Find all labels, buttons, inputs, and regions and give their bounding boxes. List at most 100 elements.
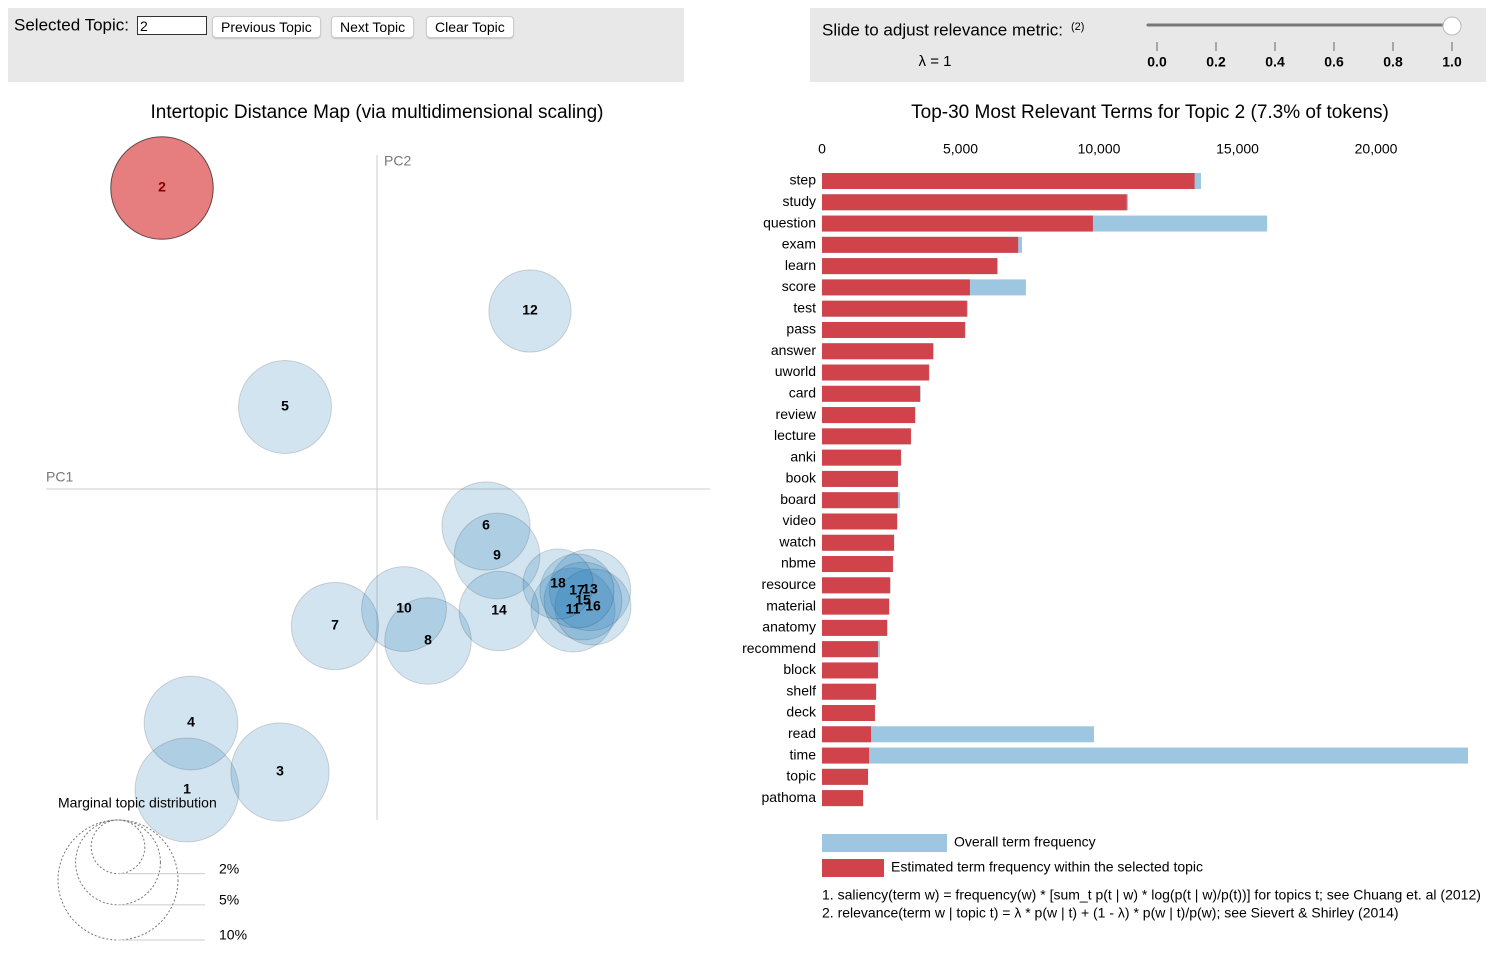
topic-circle[interactable]	[384, 597, 472, 685]
x-tick-label: 5,000	[943, 141, 978, 157]
topic-circle[interactable]	[530, 567, 616, 653]
term-bar[interactable]	[822, 577, 891, 594]
legend-label: Overall term frequency	[954, 834, 1096, 850]
term-bar[interactable]	[822, 726, 1095, 743]
topic-label: 6	[482, 517, 490, 533]
term-bar[interactable]	[822, 470, 898, 487]
term-bar[interactable]	[822, 790, 863, 807]
topic-label: 5	[281, 398, 289, 414]
term-bar[interactable]	[822, 343, 934, 360]
term-bar[interactable]	[822, 619, 888, 636]
term-label: learn	[785, 257, 816, 273]
topic-circle[interactable]	[458, 570, 540, 652]
legend-swatch	[822, 834, 947, 852]
term-bar[interactable]	[822, 364, 929, 381]
topic-circle[interactable]	[238, 360, 332, 454]
topic-label: 3	[276, 763, 284, 779]
size-legend-circle	[57, 819, 179, 941]
term-label: review	[776, 406, 817, 422]
topic-circle[interactable]	[453, 512, 541, 600]
term-label: exam	[782, 236, 816, 252]
term-bar[interactable]	[822, 726, 872, 743]
term-label: pass	[786, 321, 816, 337]
clear-topic-button[interactable]: Clear Topic	[426, 16, 514, 38]
previous-topic-button[interactable]: Previous Topic	[212, 16, 321, 38]
footnote: 2. relevance(term w | topic t) = λ * p(w…	[822, 905, 1399, 921]
next-topic-button[interactable]: Next Topic	[331, 16, 415, 38]
term-label: book	[786, 470, 817, 486]
term-bar[interactable]	[822, 258, 998, 275]
term-bar[interactable]	[822, 747, 1469, 764]
term-bar[interactable]	[822, 492, 898, 509]
topic-circle[interactable]	[143, 675, 239, 771]
term-bar[interactable]	[822, 407, 916, 424]
lambda-label: λ = 1	[919, 53, 952, 70]
topic-label: 16	[585, 598, 601, 614]
term-bar[interactable]	[822, 705, 875, 721]
topic-circle[interactable]	[230, 722, 330, 822]
term-bar[interactable]	[822, 747, 870, 764]
topic-label: 13	[582, 581, 598, 597]
term-bar[interactable]	[822, 321, 965, 338]
term-label: pathoma	[762, 789, 817, 805]
topic-circle[interactable]	[522, 548, 594, 620]
term-label: question	[763, 214, 816, 230]
term-bar[interactable]	[822, 215, 1093, 232]
term-bar[interactable]	[822, 173, 1195, 189]
topic-label: 10	[396, 600, 412, 616]
term-bar[interactable]	[822, 556, 893, 573]
term-bar[interactable]	[822, 768, 868, 785]
term-label: answer	[771, 342, 816, 358]
topic-label: 15	[575, 592, 591, 608]
term-bar[interactable]	[822, 428, 911, 445]
term-bar[interactable]	[822, 194, 1127, 211]
term-label: block	[783, 661, 817, 677]
term-label: video	[783, 512, 817, 528]
size-legend-label: 2%	[219, 860, 239, 876]
pc2-label: PC2	[384, 153, 411, 169]
topic-label: 14	[491, 602, 507, 618]
term-label: card	[789, 385, 816, 401]
topic-label: 9	[493, 547, 501, 563]
size-legend-circle	[75, 819, 161, 906]
topic-circle[interactable]	[134, 737, 240, 843]
pc1-label: PC1	[46, 469, 73, 485]
term-bar[interactable]	[822, 662, 878, 679]
slider-knob[interactable]	[1442, 16, 1462, 36]
topic-circle[interactable]	[110, 136, 214, 240]
term-bar[interactable]	[822, 598, 890, 615]
topic-circle[interactable]	[488, 269, 572, 353]
term-bar[interactable]	[822, 236, 1019, 253]
slider-label: Slide to adjust relevance metric:	[822, 20, 1063, 39]
topic-circle[interactable]	[554, 568, 632, 646]
term-bar[interactable]	[822, 279, 970, 296]
size-legend-circle	[90, 819, 146, 875]
slider-tick-label: 0.6	[1324, 54, 1344, 70]
term-label: anki	[790, 448, 816, 464]
term-label: watch	[778, 533, 816, 549]
topic-circle[interactable]	[441, 481, 531, 571]
x-tick-label: 0	[818, 141, 826, 157]
legend-label: Estimated term frequency within the sele…	[891, 859, 1203, 875]
term-bar[interactable]	[822, 300, 967, 317]
term-bar[interactable]	[822, 513, 898, 530]
topic-circle[interactable]	[543, 561, 623, 641]
topic-label: 1	[183, 781, 191, 797]
topic-label: 4	[187, 714, 195, 730]
term-label: score	[782, 278, 816, 294]
topic-circle[interactable]	[539, 553, 615, 629]
topic-circle[interactable]	[548, 548, 632, 632]
topic-circle[interactable]	[290, 581, 380, 671]
term-label: topic	[786, 768, 816, 784]
term-bar[interactable]	[822, 385, 921, 402]
x-tick-label: 10,000	[1078, 141, 1121, 157]
topic-input[interactable]	[137, 16, 207, 35]
topic-circle[interactable]	[361, 566, 447, 652]
slider-panel	[810, 8, 1486, 82]
term-bar[interactable]	[822, 641, 878, 658]
term-bar[interactable]	[822, 683, 877, 700]
term-bar[interactable]	[822, 449, 901, 466]
size-legend-title: Marginal topic distribution	[58, 795, 217, 811]
term-bar[interactable]	[822, 534, 895, 551]
